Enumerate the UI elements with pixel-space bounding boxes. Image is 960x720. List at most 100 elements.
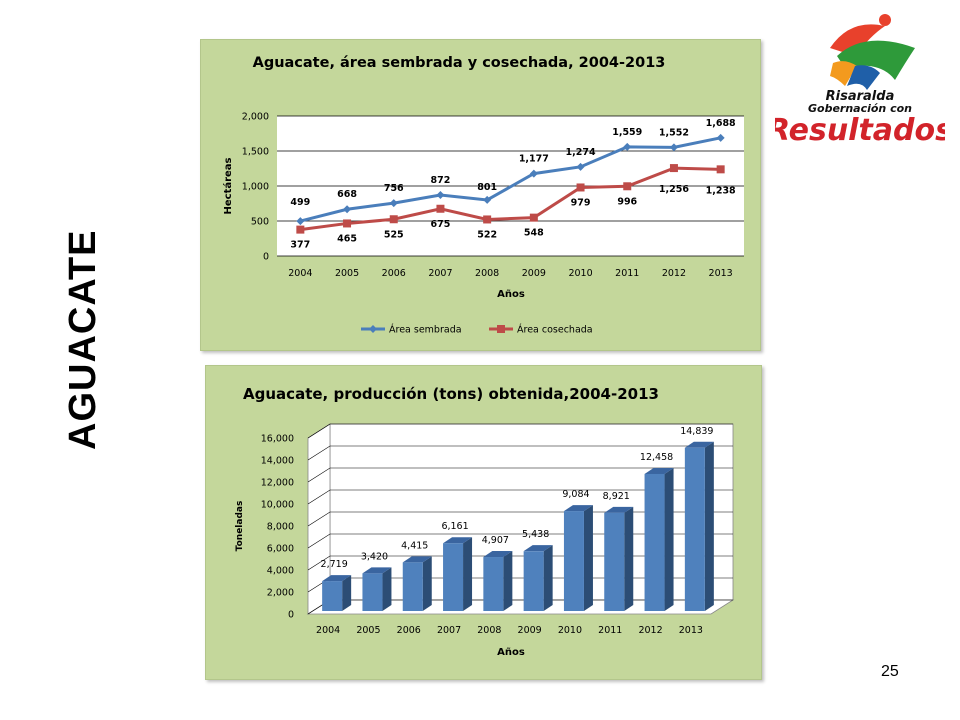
chart1-data-label: 675: [431, 219, 451, 230]
chart1-point-cosechada: [343, 219, 352, 228]
chart1-point-sembrada: [576, 162, 585, 171]
chart2-bar-side: [583, 505, 593, 611]
chart1-data-label: 1,274: [566, 147, 596, 158]
chart2-bar-top: [563, 505, 593, 512]
chart1-x-tick-label: 2013: [709, 268, 733, 279]
chart2-x-tick-label: 2010: [558, 625, 582, 636]
chart2-x-tick-label: 2012: [638, 625, 662, 636]
chart1-data-label: 801: [477, 182, 497, 193]
chart2-y-tick-label: 14,000: [261, 456, 294, 467]
chart2-y-tick-label: 4,000: [267, 566, 294, 577]
chart2-bar-top: [443, 537, 473, 544]
chart1-series-line: [299, 136, 721, 223]
chart2-y-tick-label: 16,000: [261, 434, 294, 445]
chart1-x-tick-label: 2012: [662, 268, 686, 279]
chart2-x-tick-label: 2009: [518, 625, 542, 636]
chart2-bar: [684, 447, 705, 611]
chart1-data-label: 1,177: [519, 154, 549, 165]
logo-text-3: Resultados: [775, 113, 945, 143]
chart-area-panel: Aguacate, área sembrada y cosechada, 200…: [200, 39, 761, 351]
chart1-y-tick-label: 0: [263, 252, 269, 263]
chart2-bar: [362, 573, 383, 611]
chart2-gridline: [307, 511, 733, 527]
chart1-legend-label: Área sembrada: [389, 324, 462, 336]
chart1-y-tick-label: 1,000: [242, 182, 269, 193]
chart1-point-sembrada: [623, 142, 632, 151]
chart1-x-tick-label: 2005: [335, 268, 359, 279]
chart2-gridline: [307, 555, 733, 571]
chart1-point-cosechada: [483, 215, 492, 224]
chart2-bar: [483, 557, 504, 611]
chart2-x-axis-label: Años: [497, 647, 525, 658]
chart2-bar-side: [382, 567, 392, 611]
chart1-x-tick-label: 2010: [568, 268, 592, 279]
chart1-data-label: 979: [571, 197, 591, 208]
chart1-point-cosechada: [623, 182, 632, 191]
chart2-bar: [644, 473, 665, 611]
chart1-data-label: 525: [384, 229, 404, 240]
chart2-bar-top: [483, 551, 513, 558]
chart2-bar: [402, 562, 423, 611]
chart1-series-line: [300, 166, 721, 232]
chart1-point-cosechada: [296, 225, 305, 234]
chart2-bar-side: [543, 545, 553, 611]
chart2-gridline: [307, 533, 733, 549]
chart2-x-tick-label: 2007: [437, 625, 461, 636]
chart2-data-label: 6,161: [441, 521, 468, 532]
chart2-gridline: [307, 445, 733, 461]
chart2-y-tick-label: 12,000: [261, 478, 294, 489]
chart1-point-sembrada: [529, 169, 538, 178]
chart2-bar: [523, 551, 544, 611]
chart2-bar-side: [422, 556, 432, 611]
gobernacion-logo: Risaralda Gobernación con Resultados: [767, 8, 953, 148]
chart1-point-sembrada: [716, 133, 725, 142]
chart1-y-tick-label: 2,000: [242, 112, 269, 123]
chart2-data-label: 4,415: [401, 540, 428, 551]
chart-production-panel: Aguacate, producción (tons) obtenida,200…: [205, 365, 762, 680]
chart2-bar-side: [664, 467, 674, 611]
chart2-bar: [563, 511, 584, 611]
chart1-y-tick-label: 500: [251, 217, 269, 228]
chart1-point-sembrada: [669, 143, 678, 152]
chart2-data-label: 14,839: [680, 426, 713, 437]
chart1-point-sembrada: [389, 199, 398, 208]
chart1-data-label: 1,559: [612, 127, 642, 138]
chart2-bar-top: [362, 567, 392, 574]
chart2-bar: [322, 581, 343, 611]
chart1-data-label: 1,688: [706, 118, 736, 129]
chart1-data-label: 499: [290, 197, 310, 208]
chart2-data-label: 3,420: [361, 551, 388, 562]
chart2-bar: [443, 543, 464, 611]
chart1-x-tick-label: 2011: [615, 268, 639, 279]
chart1-data-label: 522: [477, 229, 497, 240]
chart2-bar-top: [644, 467, 674, 474]
chart1-data-label: 1,552: [659, 127, 689, 138]
logo-text-2: Gobernación con: [808, 102, 912, 115]
chart2-y-tick-label: 8,000: [267, 522, 294, 533]
chart1-point-cosechada: [576, 183, 585, 192]
chart2-bar-side: [503, 551, 513, 611]
chart1-data-label: 996: [617, 196, 637, 207]
chart2-bar: [604, 512, 625, 611]
chart2-x-tick-label: 2008: [477, 625, 501, 636]
chart2-y-tick-label: 2,000: [267, 588, 294, 599]
chart2-data-label: 5,438: [522, 529, 549, 540]
chart2-y-axis-label: Toneladas: [235, 501, 245, 552]
chart1-x-tick-label: 2004: [288, 268, 312, 279]
chart1-legend-marker: [497, 325, 505, 333]
chart2-data-label: 8,921: [603, 491, 630, 502]
chart1-data-label: 377: [290, 240, 310, 251]
chart2-bar-top: [523, 545, 553, 552]
chart2-data-label: 12,458: [640, 452, 673, 463]
chart2-data-label: 4,907: [482, 535, 509, 546]
chart1-data-label: 756: [384, 183, 404, 194]
chart2-bar-top: [402, 556, 432, 563]
chart1-point-cosechada: [436, 204, 445, 213]
chart1-point-sembrada: [483, 195, 492, 204]
chart1-data-label: 1,256: [659, 184, 689, 195]
chart1-data-label: 548: [524, 228, 544, 239]
chart1-x-tick-label: 2009: [522, 268, 546, 279]
chart1-data-label: 1,238: [706, 185, 736, 196]
production-bar-chart: Aguacate, producción (tons) obtenida,200…: [235, 385, 735, 658]
chart2-gridline: [307, 467, 733, 483]
